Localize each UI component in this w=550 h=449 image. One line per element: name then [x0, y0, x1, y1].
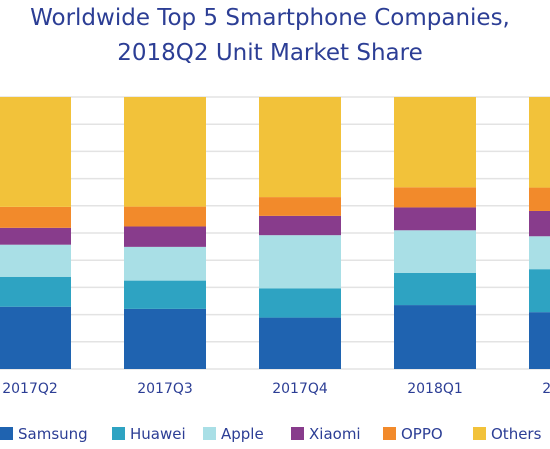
bars-layer — [0, 96, 550, 370]
bar-segment-samsung-2018q1 — [394, 305, 476, 369]
legend-label-apple: Apple — [221, 425, 264, 443]
bar-segment-oppo-2017q4 — [259, 197, 341, 216]
x-tick-label: 2018Q1 — [407, 381, 463, 397]
bar-segment-apple-2017q4 — [259, 235, 341, 289]
legend-label-huawei: Huawei — [130, 425, 186, 443]
legend-label-oppo: OPPO — [401, 425, 443, 443]
bar-segment-huawei-2018q2 — [529, 269, 550, 313]
bar-segment-apple-2018q2 — [529, 236, 550, 270]
x-tick-label: 2017Q4 — [272, 381, 328, 397]
bar-segment-xiaomi-2018q1 — [394, 207, 476, 231]
bar-segment-others-2018q2 — [529, 97, 550, 188]
bar-segment-samsung-2017q3 — [124, 308, 206, 369]
bar-segment-huawei-2017q4 — [259, 288, 341, 318]
bar-segment-oppo-2017q3 — [124, 206, 206, 227]
chart-subtitle: 2018Q2 Unit Market Share — [117, 40, 422, 66]
chart-title: Worldwide Top 5 Smartphone Companies, — [30, 5, 510, 31]
bar-segment-apple-2017q3 — [124, 246, 206, 281]
bar-segment-huawei-2017q3 — [124, 280, 206, 309]
bar-segment-others-2017q2 — [0, 97, 71, 207]
bar-segment-samsung-2017q4 — [259, 317, 341, 369]
bar-segment-xiaomi-2017q2 — [0, 227, 71, 245]
legend-swatch-apple — [203, 427, 216, 440]
bar-segment-apple-2017q2 — [0, 244, 71, 277]
legend-swatch-samsung — [0, 427, 13, 440]
bar-segment-oppo-2018q1 — [394, 187, 476, 208]
bar-segment-others-2017q4 — [259, 97, 341, 198]
bar-segment-xiaomi-2017q3 — [124, 226, 206, 247]
bar-segment-xiaomi-2018q2 — [529, 210, 550, 237]
legend-swatch-others — [473, 427, 486, 440]
x-tick-label: 2017Q3 — [137, 381, 193, 397]
legend-swatch-oppo — [383, 427, 396, 440]
bar-segment-huawei-2018q1 — [394, 272, 476, 306]
bar-segment-others-2017q3 — [124, 97, 206, 207]
bar-segment-apple-2018q1 — [394, 230, 476, 273]
legend: Samsung Huawei Apple Xiaomi OPPO Others — [0, 425, 542, 443]
bar-segment-xiaomi-2017q4 — [259, 215, 341, 236]
x-tick-label: 2017Q2 — [2, 381, 58, 397]
legend-swatch-huawei — [112, 427, 125, 440]
legend-label-samsung: Samsung — [18, 425, 88, 443]
bar-segment-samsung-2018q2 — [529, 312, 550, 369]
legend-label-others: Others — [491, 425, 542, 443]
bar-segment-others-2018q1 — [394, 97, 476, 188]
bar-segment-huawei-2017q2 — [0, 276, 71, 307]
bar-segment-oppo-2017q2 — [0, 206, 71, 228]
legend-swatch-xiaomi — [291, 427, 304, 440]
x-tick-label: 2018Q2 — [542, 381, 550, 397]
legend-label-xiaomi: Xiaomi — [309, 425, 361, 443]
x-axis-tick-labels: 2017Q2 2017Q3 2017Q4 2018Q1 2018Q2 — [2, 381, 550, 397]
bar-segment-oppo-2018q2 — [529, 187, 550, 211]
bar-segment-samsung-2017q2 — [0, 306, 71, 369]
